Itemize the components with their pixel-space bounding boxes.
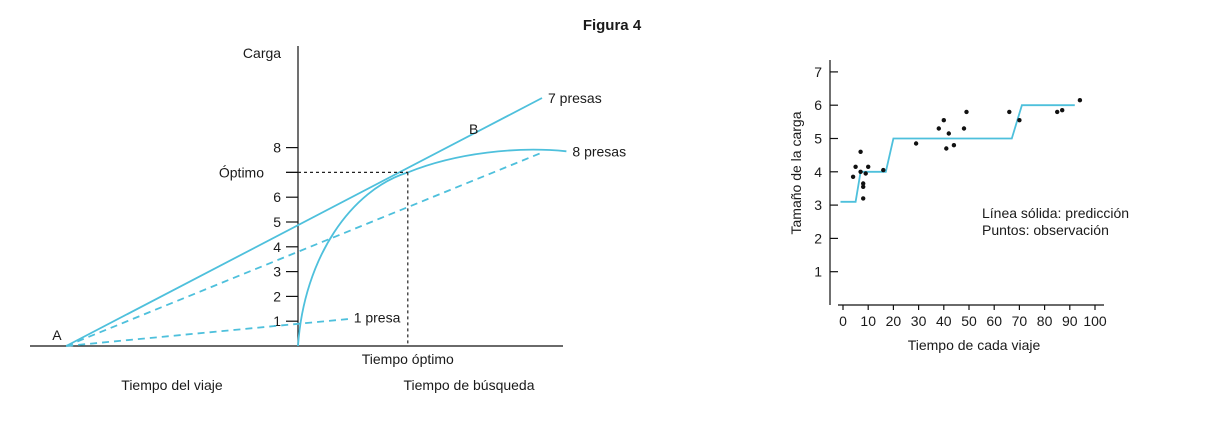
observation-point: [1017, 118, 1022, 123]
figure-title: Figura 4: [583, 17, 642, 34]
chart2-legend-observation: Puntos: observación: [982, 222, 1109, 238]
chart2-x-tick-label: 30: [911, 313, 927, 329]
observation-point: [1060, 108, 1065, 113]
chart1-optimum-guides: [286, 171, 409, 346]
chart1-optimum-label: Óptimo: [219, 164, 264, 180]
chart1-search-time-label: Tiempo de búsqueda: [403, 377, 534, 393]
chart2-x-tick-label: 60: [986, 313, 1002, 329]
observation-point: [861, 196, 866, 201]
series-label-7-presas: 7 presas: [548, 90, 602, 106]
observation-point: [1055, 109, 1060, 115]
observation-point: [961, 126, 967, 131]
chart1-y-tick-label: 4: [273, 239, 281, 255]
chart-load-vs-trip-time: 0 10 20 30 40 50 60 70 80 90 100 1 2 3 4 5 6 7 Tiempo de…: [788, 60, 1129, 353]
observation-point: [853, 164, 858, 169]
chart-marginal-value: 1 2 3 4 5 6 8 Carga Óptimo Tiempo óptimo Tiemp…: [30, 45, 626, 393]
chart1-travel-time-label: Tiempo del viaje: [121, 377, 223, 393]
observation-point: [863, 171, 868, 176]
observation-point: [850, 174, 856, 179]
chart1-y-tick-label: 2: [273, 288, 281, 304]
observation-point: [861, 184, 866, 189]
observation-point: [866, 164, 871, 169]
chart1-y-tick-label: 8: [273, 140, 281, 156]
observation-point: [951, 143, 957, 148]
chart1-y-tick-label: 3: [273, 264, 281, 280]
observation-point: [936, 126, 941, 131]
series-8-presas: [297, 148, 567, 347]
chart2-y-tick-label: 7: [814, 64, 822, 80]
chart2-x-tick-label: 40: [936, 313, 952, 329]
chart1-optimal-time-label: Tiempo óptimo: [362, 351, 454, 367]
series-label-8-presas: 8 presas: [572, 143, 626, 159]
chart2-observation-points: [850, 98, 1083, 201]
observation-point: [941, 118, 946, 123]
chart2-prediction-group: [840, 104, 1075, 203]
chart1-series: [65, 97, 567, 347]
chart2-legend-prediction: Línea sólida: predicción: [982, 205, 1129, 221]
chart2-y-ticks: 1 2 3 4 5 6 7: [814, 64, 838, 280]
chart2-x-tick-label: 10: [860, 313, 876, 329]
chart2-y-tick-label: 4: [814, 164, 822, 180]
series-dashed-reference: [65, 151, 543, 347]
observation-point: [946, 131, 951, 136]
chart2-y-tick-label: 1: [814, 264, 822, 280]
chart1-y-tick-label: 1: [273, 313, 281, 329]
observation-point: [858, 169, 863, 174]
chart2-x-tick-label: 0: [839, 313, 847, 329]
observation-point: [881, 167, 886, 173]
chart2-y-label: Tamaño de la carga: [788, 111, 804, 234]
observation-point: [964, 109, 969, 115]
chart2-x-tick-label: 70: [1012, 313, 1028, 329]
chart2-x-tick-label: 90: [1062, 313, 1078, 329]
chart2-x-tick-label: 20: [886, 313, 902, 329]
chart2-y-tick-label: 2: [814, 230, 822, 246]
chart2-x-ticks: 0 10 20 30 40 50 60 70 80 90 100: [839, 305, 1107, 329]
chart1-y-ticks: 1 2 3 4 5 6 8: [273, 140, 298, 329]
observation-point: [1007, 109, 1012, 115]
chart2-x-label: Tiempo de cada viaje: [908, 337, 1041, 353]
prediction-line: [840, 104, 1075, 203]
chart1-y-tick-label: 6: [273, 189, 281, 205]
chart1-y-label: Carga: [243, 45, 281, 61]
chart2-x-tick-label: 80: [1037, 313, 1053, 329]
chart2-y-tick-label: 6: [814, 97, 822, 113]
chart2-x-tick-label: 50: [961, 313, 977, 329]
observation-point: [858, 149, 863, 154]
chart2-y-tick-label: 5: [814, 131, 822, 147]
chart2-y-tick-label: 3: [814, 197, 822, 213]
chart1-y-tick-label: 5: [273, 214, 281, 230]
chart1-point-a-label: A: [52, 327, 62, 343]
chart2-x-tick-label: 100: [1083, 313, 1107, 329]
observation-point: [1077, 98, 1083, 103]
series-7-presas: [65, 97, 543, 347]
observation-point: [944, 146, 949, 151]
chart1-point-b-label: B: [469, 121, 478, 137]
observation-point: [861, 181, 866, 186]
series-label-1-presa: 1 presa: [354, 310, 401, 326]
observation-point: [913, 141, 919, 146]
